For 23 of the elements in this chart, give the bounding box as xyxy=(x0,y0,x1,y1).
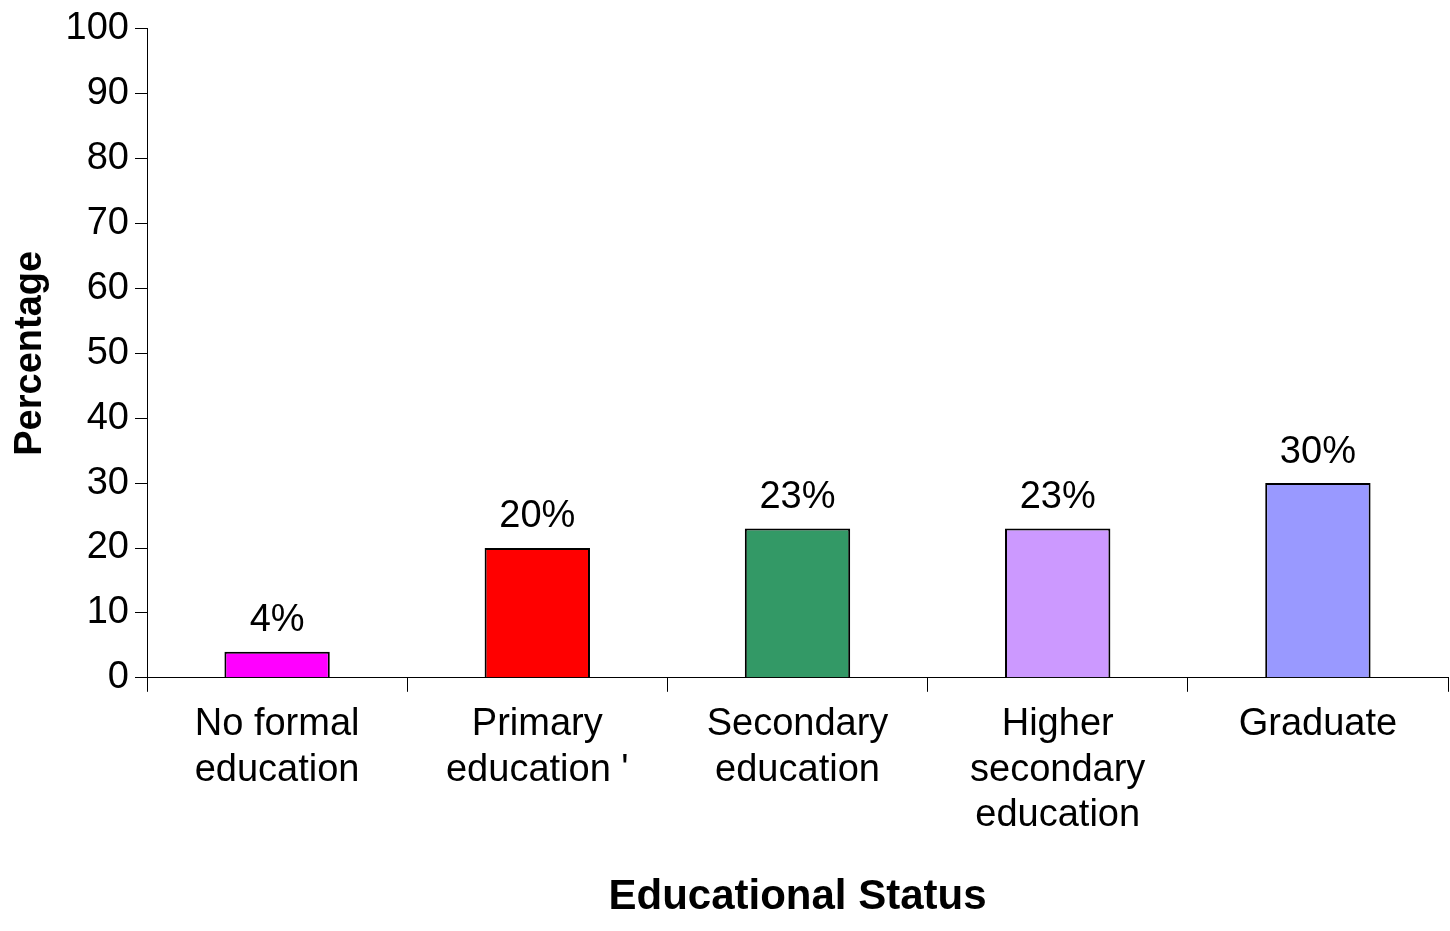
data-label: 4% xyxy=(249,597,305,640)
y-tick-label: 40 xyxy=(86,394,129,437)
y-tick-label: 80 xyxy=(86,135,129,178)
data-label: 30% xyxy=(1279,428,1356,471)
y-tick-label: 70 xyxy=(86,199,129,242)
x-tick-label: Primary education ' xyxy=(445,701,629,789)
data-label: 20% xyxy=(499,493,576,536)
y-tick-label: 30 xyxy=(86,459,129,502)
x-tick-label: Higher secondary education xyxy=(970,701,1146,835)
y-tick-label: 100 xyxy=(65,5,129,48)
x-tick-label: Secondary education xyxy=(706,701,889,789)
data-label: 23% xyxy=(759,474,836,517)
y-tick-label: 0 xyxy=(107,654,129,697)
x-axis-title: Educational Status xyxy=(608,871,987,919)
y-axis-title: Percentage xyxy=(7,250,50,456)
y-tick-label: 90 xyxy=(86,70,129,113)
y-tick-label: 20 xyxy=(86,524,129,567)
x-tick-label: No formal education xyxy=(194,701,360,789)
data-label: 23% xyxy=(1019,474,1096,517)
y-tick-label: 60 xyxy=(86,264,129,307)
y-tick-label: 50 xyxy=(86,329,129,372)
x-tick-label: Graduate xyxy=(1238,701,1398,744)
y-tick-label: 10 xyxy=(86,589,129,632)
